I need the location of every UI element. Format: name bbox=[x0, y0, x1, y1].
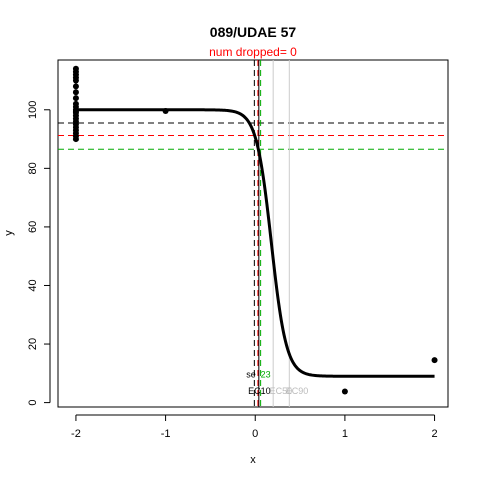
annotation-label: 23 bbox=[261, 370, 271, 380]
data-point bbox=[72, 136, 79, 143]
data-point bbox=[72, 83, 79, 90]
data-points bbox=[72, 65, 438, 395]
data-point bbox=[162, 107, 169, 114]
data-point bbox=[431, 357, 438, 364]
annotation-label: EC10 bbox=[248, 386, 271, 396]
fit-curve-group bbox=[75, 108, 435, 378]
data-point bbox=[341, 388, 348, 395]
annotation-label: EC50 bbox=[270, 386, 293, 396]
chart-title: 089/UDAE 57 bbox=[210, 24, 297, 40]
y-axis-label: y bbox=[3, 230, 15, 236]
y-tick-label: 40 bbox=[27, 279, 39, 291]
y-tick-label: 80 bbox=[27, 162, 39, 174]
annotation-label: EC90 bbox=[286, 386, 309, 396]
y-tick-label: 0 bbox=[27, 400, 39, 406]
reference-lines bbox=[58, 60, 448, 407]
x-tick-label: 0 bbox=[252, 428, 258, 440]
chart-subtitle: num dropped= 0 bbox=[209, 45, 297, 59]
data-point bbox=[72, 95, 79, 102]
x-tick-label: -2 bbox=[71, 428, 81, 440]
y-tick-label: 20 bbox=[27, 338, 39, 350]
plot-frame bbox=[57, 59, 449, 408]
fit-curve bbox=[75, 108, 435, 378]
y-tick-label: 100 bbox=[27, 101, 39, 119]
x-tick-label: 2 bbox=[431, 428, 437, 440]
annotation-label: se bbox=[246, 370, 256, 380]
x-axis-label: x bbox=[250, 454, 256, 466]
x-tick-label: -1 bbox=[161, 428, 171, 440]
y-tick-label: 60 bbox=[27, 221, 39, 233]
data-point bbox=[72, 89, 79, 96]
x-tick-label: 1 bbox=[342, 428, 348, 440]
data-point bbox=[72, 77, 79, 84]
